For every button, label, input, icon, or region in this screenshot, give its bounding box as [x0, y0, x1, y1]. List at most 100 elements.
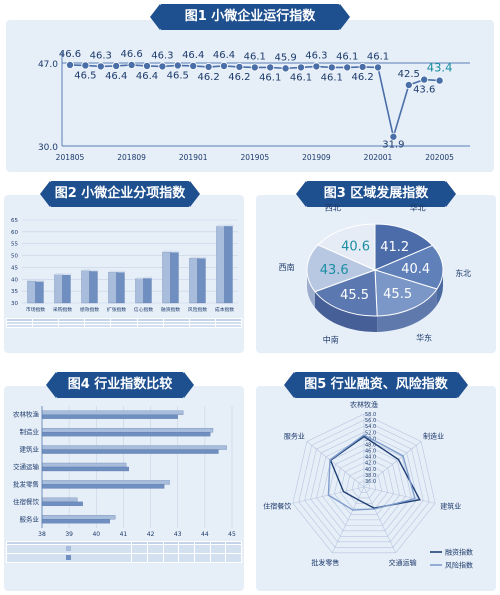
fig4-x-tick: 44 — [201, 531, 209, 538]
fig1-data-label: 46.3 — [90, 50, 112, 61]
fig1-data-label: 42.5 — [398, 69, 420, 80]
fig2-y-tick: 35 — [11, 289, 18, 295]
fig2-y-tick: 50 — [11, 254, 18, 260]
fig2-bar-top — [36, 280, 45, 282]
fig1-x-tick: 202001 — [364, 153, 393, 162]
fig3-title: 图3 区域发展指数 — [296, 181, 456, 207]
fig1-y-tick: 30.0 — [38, 143, 58, 153]
fig2-y-tick: 55 — [11, 242, 18, 248]
fig1-data-label: 31.9 — [382, 140, 404, 151]
fig1-data-point — [373, 63, 382, 72]
fig1-data-point — [189, 61, 198, 70]
fig1-data-point — [112, 61, 121, 70]
fig3-slice-side — [377, 288, 437, 332]
fig1-data-point — [266, 63, 275, 72]
fig4-legend-swatch — [65, 546, 71, 551]
fig1-data-label: 46.1 — [259, 72, 281, 83]
fig1-data-label: 46.5 — [74, 70, 96, 81]
fig4-data-table — [5, 541, 242, 563]
fig3-slice — [314, 269, 378, 317]
fig5-r-tick: 56.0 — [365, 418, 376, 424]
fig1-x-tick: 201901 — [179, 153, 208, 162]
fig4-x-tick: 41 — [120, 531, 128, 538]
fig4-y-tick: 交通运输 — [13, 462, 40, 471]
fig2-bar-top — [198, 256, 207, 259]
fig4-y-tick: 制造业 — [20, 427, 40, 436]
fig1-data-label: 46.4 — [105, 71, 127, 82]
fig5-ring — [298, 419, 430, 548]
fig1-data-point — [81, 61, 90, 70]
fig5-ring — [351, 474, 377, 499]
fig4-y-tick: 农林牧渔 — [13, 410, 40, 419]
fig4-y-tick: 住宿餐饮 — [13, 497, 40, 506]
fig1-x-tick: 201805 — [56, 153, 85, 162]
fig4-title: 图4 行业指数比较 — [46, 372, 194, 398]
fig1-y-tick: 47.0 — [38, 60, 58, 70]
fig1-data-point — [235, 62, 244, 71]
fig1-data-label: 46.2 — [351, 72, 373, 83]
fig1-data-label: 43.4 — [427, 61, 453, 75]
fig5-ring — [334, 456, 394, 515]
fig2-x-tick: 市场指数 — [26, 306, 45, 313]
fig1-data-label: 46.6 — [120, 49, 142, 60]
fig2-y-tick: 45 — [11, 265, 18, 271]
fig1-data-point — [296, 63, 305, 72]
fig2-bar-top — [163, 250, 172, 253]
fig1-data-point — [173, 61, 182, 70]
fig2-bar-top — [171, 250, 180, 253]
fig2-bar-top — [63, 273, 72, 276]
fig4-x-tick: 42 — [147, 531, 155, 538]
fig1-data-point — [327, 63, 336, 72]
fig5-r-tick: 42.0 — [365, 461, 376, 467]
fig1-data-point — [281, 64, 290, 73]
fig2-x-tick: 风险指数 — [188, 306, 207, 313]
fig4-x-tick: 38 — [38, 531, 46, 538]
fig1-data-label: 46.2 — [228, 72, 250, 83]
fig5-spoke — [306, 441, 365, 488]
fig1-data-label: 46.1 — [290, 72, 312, 83]
fig3-category-label: 西北 — [325, 203, 341, 212]
fig5-series-line — [329, 435, 421, 509]
fig2-bar-top — [190, 256, 199, 259]
fig2-bar-top — [136, 277, 145, 279]
fig5-series-line — [327, 434, 416, 511]
fig1-panel — [6, 20, 494, 172]
fig1-data-point — [127, 60, 136, 69]
fig3-category-label: 华东 — [416, 332, 432, 342]
fig3-category-label: 东北 — [455, 268, 471, 278]
fig5-r-tick: 40.0 — [365, 467, 376, 473]
fig2-x-tick: 绩效指数 — [80, 306, 99, 313]
fig1-data-point — [358, 62, 367, 71]
fig5-axis-label: 建筑业 — [440, 501, 461, 510]
fig2-table-cell — [214, 324, 243, 328]
fig5-spoke — [332, 486, 365, 553]
fig1-data-label: 46.4 — [136, 71, 158, 82]
fig5-r-tick: 50.0 — [365, 436, 376, 442]
fig1-data-point — [66, 60, 75, 69]
fig5-ring — [357, 480, 371, 493]
fig1-data-point — [343, 63, 352, 72]
fig4-bar-chart: 38 39 40 41 42 43 44 45 农林牧渔制造业建筑业交通运输批发零售住宿餐饮服务… — [13, 406, 236, 538]
fig4-legend-swatch — [65, 555, 71, 560]
fig4-y-tick: 建筑业 — [20, 445, 40, 454]
fig3-slice-side — [436, 270, 443, 305]
fig5-ring — [304, 425, 424, 543]
fig3-slice — [373, 244, 444, 290]
fig1-data-point — [204, 62, 213, 71]
fig1-data-label: 46.4 — [213, 50, 235, 61]
fig5-spoke — [363, 486, 436, 504]
fig1-data-point — [404, 80, 413, 89]
fig4-y-tick: 服务业 — [20, 514, 40, 523]
fig1-data-label: 46.4 — [182, 50, 204, 61]
fig5-r-tick: 44.0 — [365, 455, 376, 461]
fig1-data-point — [96, 62, 105, 71]
fig2-x-tick: 信心指数 — [134, 306, 153, 313]
fig5-spoke — [363, 441, 422, 488]
fig2-x-tick: 采购指数 — [53, 306, 72, 313]
fig1-data-label: 46.3 — [151, 50, 173, 61]
fig2-bar-top — [117, 270, 126, 273]
fig4-table-row-label — [5, 553, 133, 563]
fig1-data-label: 46.1 — [336, 51, 358, 62]
fig5-axis-label: 交通运输 — [389, 558, 417, 567]
fig4-x-tick: 40 — [92, 531, 100, 538]
